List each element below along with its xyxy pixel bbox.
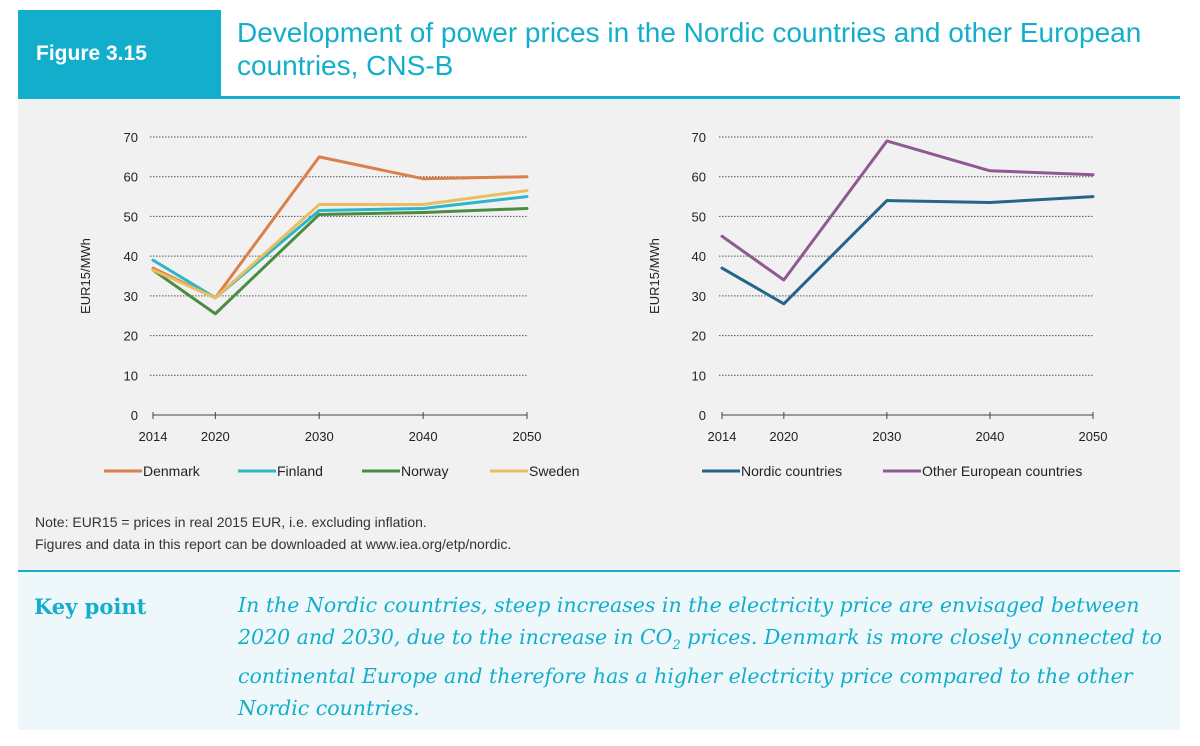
chart1-series-sweden: [151, 189, 529, 300]
chart1-legend-label: Sweden: [529, 463, 580, 479]
chart2-y-tick-label: 60: [692, 170, 706, 185]
chart1-legend-label: Norway: [401, 463, 448, 479]
chart1-y-tick-label: 70: [124, 130, 138, 145]
chart1-x-tick-label: 2014: [139, 429, 168, 444]
chart2-y-tick-label: 50: [692, 209, 706, 224]
key-point-text: In the Nordic countries, steep increases…: [238, 590, 1168, 724]
chart1-y-tick-label: 60: [124, 170, 138, 185]
chart1-series-denmark: [151, 155, 529, 300]
key-point-area: Key point In the Nordic countries, steep…: [18, 572, 1180, 730]
chart1-y-tick-label: 50: [124, 209, 138, 224]
chart2-series-nordic-countries: [720, 195, 1095, 306]
chart1-x-tick-label: 2040: [409, 429, 438, 444]
chart1-legend-label: Finland: [277, 463, 323, 479]
chart2-x-tick-label: 2020: [769, 429, 798, 444]
chart2-y-tick-label: 20: [692, 329, 706, 344]
figure-title: Development of power prices in the Nordi…: [237, 17, 1142, 81]
title-divider: [18, 96, 1180, 99]
key-point-text-part-1: In the Nordic countries, steep increases…: [238, 593, 1140, 649]
chart2-y-tick-label: 0: [699, 408, 706, 423]
chart1-y-tick-label: 30: [124, 289, 138, 304]
chart1-y-axis-label: EUR15/MWh: [78, 238, 93, 314]
chart-panel: 0 10 20 30 40 50 60 70 2014 2020 2030 2040 2050 EUR15…: [18, 99, 1180, 496]
note-line-2: Figures and data in this report can be d…: [35, 536, 512, 552]
chart2-y-axis-label: EUR15/MWh: [647, 238, 662, 314]
chart1-x-tick-label: 2030: [305, 429, 334, 444]
note-line-1: Note: EUR15 = prices in real 2015 EUR, i…: [35, 514, 427, 530]
chart2-series-other-european-countries: [720, 139, 1095, 282]
chart2-y-tick-label: 10: [692, 368, 706, 383]
chart1-x-tick-label: 2050: [513, 429, 542, 444]
key-point-subscript: 2: [672, 637, 681, 653]
figure-label: Figure 3.15: [18, 10, 221, 98]
chart2-legend-label: Nordic countries: [741, 463, 842, 479]
note-area: Note: EUR15 = prices in real 2015 EUR, i…: [18, 496, 1180, 570]
chart2-y-tick-label: 70: [692, 130, 706, 145]
chart2-x-tick-label: 2050: [1079, 429, 1108, 444]
key-point-text-part-2: prices. Denmark is more closely connecte…: [238, 624, 1163, 720]
chart1-series-norway: [151, 206, 529, 316]
chart2-x-tick-label: 2014: [708, 429, 737, 444]
chart2-y-tick-label: 40: [692, 249, 706, 264]
chart2-x-tick-label: 2030: [872, 429, 901, 444]
key-point-label: Key point: [34, 594, 147, 619]
chart1-legend-label: Denmark: [143, 463, 201, 479]
chart1-series-finland: [151, 195, 529, 300]
key-point-divider: [18, 570, 1180, 572]
chart1-y-tick-label: 0: [131, 408, 138, 423]
chart1-y-tick-label: 40: [124, 249, 138, 264]
chart2-x-tick-label: 2040: [975, 429, 1004, 444]
chart2-y-tick-label: 30: [692, 289, 706, 304]
chart2-legend-label: Other European countries: [922, 463, 1082, 479]
chart1-y-tick-label: 20: [124, 329, 138, 344]
chart1-y-tick-label: 10: [124, 368, 138, 383]
chart1-x-tick-label: 2020: [201, 429, 230, 444]
